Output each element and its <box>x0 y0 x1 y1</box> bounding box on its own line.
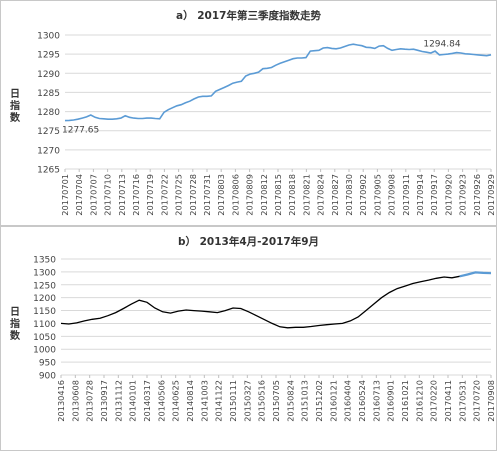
x-tick-label: 20170220 <box>429 380 439 422</box>
x-tick-label: 20170818 <box>287 174 297 216</box>
x-tick-label: 20151013 <box>300 380 310 422</box>
x-tick-label: 20130728 <box>85 380 95 422</box>
x-tick-label: 20170731 <box>202 174 212 216</box>
x-tick-label: 20161210 <box>414 380 424 422</box>
x-tick-label: 20140814 <box>185 380 195 422</box>
chart-title-b: b） 2013年4月-2017年9月 <box>177 236 320 248</box>
x-tick-label: 20170704 <box>74 174 84 216</box>
x-tick-label: 20170812 <box>259 174 269 216</box>
y-tick-label: 950 <box>39 359 56 369</box>
x-tick-label: 20130917 <box>99 380 109 422</box>
y-tick-label: 1300 <box>37 32 60 42</box>
series-line-highlight <box>459 271 492 278</box>
x-tick-label: 20160901 <box>386 380 396 422</box>
x-tick-label: 20170720 <box>472 380 482 422</box>
x-tick-label: 20170719 <box>145 174 155 216</box>
x-tick-label: 20170923 <box>458 174 468 216</box>
x-tick-label: 20170716 <box>131 174 141 216</box>
x-tick-label: 20170411 <box>443 380 453 422</box>
x-tick-label: 20170908 <box>486 380 496 422</box>
x-tick-label: 20170728 <box>188 174 198 216</box>
x-tick-label: 20130416 <box>56 380 66 422</box>
y-tick-label: 1295 <box>37 51 60 61</box>
y-tick-label: 1100 <box>33 320 56 330</box>
x-tick-label: 20141122 <box>214 380 224 422</box>
x-tick-label: 20170908 <box>387 174 397 216</box>
x-tick-label: 20170722 <box>159 174 169 216</box>
x-tick-label: 20170914 <box>415 174 425 216</box>
x-tick-label: 20170926 <box>472 174 482 216</box>
y-tick-label: 1280 <box>37 108 60 118</box>
y-tick-label: 1275 <box>37 127 60 137</box>
series-line <box>64 43 492 122</box>
x-tick-label: 20170929 <box>486 174 496 216</box>
plot-area-b: 900 950 1000 1050 1100 1150 1200 1250 1300 1350 20… <box>33 256 496 422</box>
x-tick-label: 20170827 <box>330 174 340 216</box>
x-tick-label: 20170531 <box>457 380 467 422</box>
x-tick-label: 20170806 <box>230 174 240 216</box>
x-tick-label: 20150705 <box>271 380 281 422</box>
x-tick-label: 20170821 <box>301 174 311 216</box>
x-tick-label: 20150516 <box>257 380 267 422</box>
x-tick-label: 20140101 <box>128 380 138 422</box>
x-tick-label: 20150111 <box>228 380 238 422</box>
chart-panel-a: a） 2017年第三季度指数走势 日指数 1265 1270 1275 1280 128… <box>0 0 497 226</box>
y-tick-label: 1000 <box>33 346 56 356</box>
x-tick-label: 20160404 <box>343 380 353 422</box>
data-label: 1294.84 <box>423 40 460 50</box>
x-tick-label: 20170815 <box>273 174 283 216</box>
x-tick-label: 20140317 <box>142 380 152 422</box>
x-tick-label: 20140625 <box>171 380 181 422</box>
x-tick-label: 20160524 <box>357 380 367 422</box>
y-tick-label: 1290 <box>37 70 60 80</box>
y-axis-label-a: 日指数 <box>10 89 20 124</box>
chart-panel-b: b） 2013年4月-2017年9月 日指数 900 950 1000 1050 110… <box>0 226 497 451</box>
y-tick-label: 1150 <box>33 307 56 317</box>
x-tick-label: 20170701 <box>60 174 70 216</box>
x-tick-label: 20161021 <box>400 380 410 422</box>
y-tick-label: 1270 <box>37 146 60 156</box>
x-tick-label: 20141003 <box>199 380 209 422</box>
y-tick-label: 900 <box>39 372 56 382</box>
y-tick-label: 1050 <box>33 333 56 343</box>
x-tick-label: 20170917 <box>429 174 439 216</box>
x-tick-label: 20160121 <box>328 380 338 422</box>
x-tick-label: 20150327 <box>242 380 252 422</box>
plot-area-a: 1265 1270 1275 1280 1285 1290 1295 1300 20170701… <box>37 32 496 216</box>
x-tick-label: 20170710 <box>103 174 113 216</box>
x-tick-label: 20170824 <box>316 174 326 216</box>
y-axis-label-b: 日指数 <box>10 307 20 342</box>
x-tick-label: 20170809 <box>245 174 255 216</box>
y-tick-label: 1350 <box>33 256 56 266</box>
y-tick-label: 1300 <box>33 268 56 278</box>
y-tick-label: 1200 <box>33 294 56 304</box>
x-tick-label: 20170902 <box>358 174 368 216</box>
x-tick-label: 20160713 <box>371 380 381 422</box>
x-tick-label: 20170725 <box>174 174 184 216</box>
x-tick-label: 20170911 <box>401 174 411 216</box>
x-tick-label: 20131112 <box>113 380 123 422</box>
chart-title-a: a） 2017年第三季度指数走势 <box>176 10 321 22</box>
x-tick-label: 20150824 <box>285 380 295 422</box>
x-tick-label: 20130608 <box>70 380 80 422</box>
x-tick-label: 20170707 <box>88 174 98 216</box>
series-line-history <box>60 275 460 329</box>
x-tick-label: 20170713 <box>117 174 127 216</box>
y-tick-label: 1265 <box>37 166 60 176</box>
x-tick-label: 20170905 <box>372 174 382 216</box>
x-tick-label: 20140506 <box>156 380 166 422</box>
data-label: 1277.65 <box>62 126 99 136</box>
x-tick-label: 20170920 <box>443 174 453 216</box>
y-tick-label: 1285 <box>37 89 60 99</box>
x-tick-label: 20170830 <box>344 174 354 216</box>
x-tick-label: 20170803 <box>216 174 226 216</box>
x-tick-label: 20151202 <box>314 380 324 422</box>
y-tick-label: 1250 <box>33 281 56 291</box>
